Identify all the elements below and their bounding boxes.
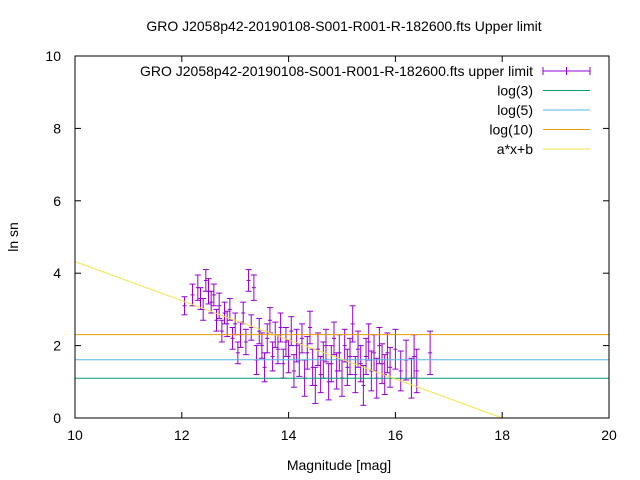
data-point	[210, 283, 217, 307]
plot-area	[75, 261, 609, 418]
data-point	[269, 341, 276, 372]
x-axis-label: Magnitude [mag]	[287, 457, 391, 473]
data-point	[245, 269, 252, 292]
legend-swatch	[542, 67, 591, 75]
data-point	[349, 305, 356, 343]
data-point	[240, 301, 247, 325]
data-point	[330, 321, 337, 356]
data-point	[266, 307, 273, 334]
data-point	[306, 310, 313, 345]
x-tick-label: 12	[174, 427, 190, 443]
legend-label: log(10)	[489, 122, 533, 138]
data-point	[384, 332, 391, 374]
legend-label: GRO J2058p42-20190108-S001-R001-R-182600…	[140, 63, 533, 79]
data-point	[208, 290, 215, 314]
data-point	[413, 348, 420, 394]
data-point	[344, 348, 351, 386]
axes: 10 12 14 16 18 20 0 2 4 6 8 10	[45, 48, 617, 443]
fit-line	[75, 261, 504, 418]
data-point	[360, 365, 367, 406]
data-point	[232, 312, 239, 336]
data-point	[258, 332, 265, 359]
data-point	[392, 328, 399, 370]
data-point	[397, 350, 404, 392]
data-point	[202, 269, 209, 292]
data-point	[181, 296, 188, 316]
data-point	[355, 330, 362, 368]
data-point	[250, 274, 257, 301]
data-point	[357, 345, 364, 383]
data-point	[427, 330, 434, 376]
data-point	[317, 355, 324, 394]
chart-title: GRO J2058p42-20190108-S001-R001-R-182600…	[146, 18, 541, 34]
y-tick-label: 8	[53, 120, 61, 136]
data-point	[282, 327, 289, 357]
y-tick-label: 4	[53, 265, 61, 281]
data-point	[221, 301, 228, 325]
legend-label: a*x+b	[497, 141, 533, 157]
y-tick-label: 2	[53, 338, 61, 354]
data-point	[229, 327, 236, 350]
data-point	[411, 334, 418, 379]
data-point	[189, 283, 196, 307]
data-point	[347, 337, 354, 376]
data-point	[261, 352, 268, 383]
data-point	[224, 310, 231, 338]
data-point	[242, 328, 249, 356]
data-point	[365, 323, 372, 361]
data-point	[248, 314, 255, 341]
data-point	[314, 332, 321, 367]
data-point	[312, 366, 319, 405]
y-axis-label: ln sn	[5, 222, 21, 252]
y-tick-label: 10	[45, 48, 61, 64]
x-tick-label: 16	[388, 427, 404, 443]
legend-label: log(5)	[497, 102, 533, 118]
data-point	[226, 298, 233, 321]
x-tick-label: 18	[494, 427, 510, 443]
x-tick-label: 14	[281, 427, 297, 443]
x-tick-label: 20	[601, 427, 617, 443]
data-point	[234, 341, 241, 365]
data-point	[280, 348, 287, 379]
data-point	[371, 334, 378, 372]
data-point	[328, 345, 335, 383]
plot-frame	[74, 55, 610, 419]
data-point	[256, 317, 263, 345]
data-point	[379, 343, 386, 385]
y-tick-label: 0	[53, 410, 61, 426]
y-tick-label: 6	[53, 193, 61, 209]
data-point	[304, 336, 311, 370]
data-point	[387, 346, 394, 388]
x-tick-label: 10	[67, 427, 83, 443]
legend: GRO J2058p42-20190108-S001-R001-R-182600…	[140, 63, 591, 157]
data-point	[298, 323, 305, 354]
data-point	[264, 323, 271, 354]
data-point	[352, 355, 359, 394]
legend-label: log(3)	[497, 83, 533, 99]
